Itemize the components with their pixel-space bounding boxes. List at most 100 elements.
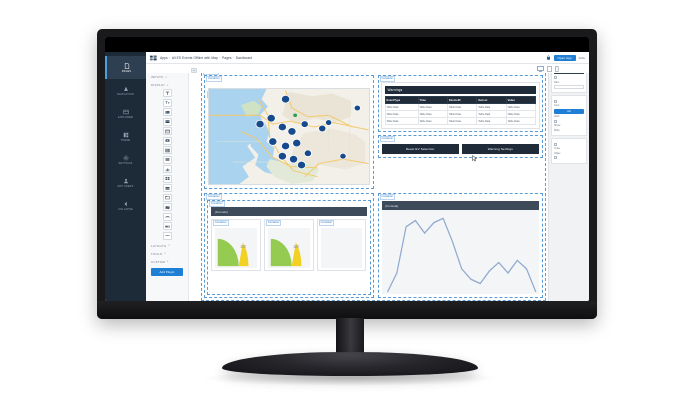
properties-panel[interactable]: Nam Cont Act Visib Show Mobi Lin	[548, 64, 589, 301]
table-row[interactable]: Table Data Table Data Table Data Table D…	[384, 117, 537, 125]
gauges-outer-container[interactable]: Container Container [Formula] Container	[204, 193, 374, 298]
warnings-widget[interactable]: Warnings EventType Time DeviceID	[380, 82, 540, 129]
panel-collapse-toggle[interactable]: «	[191, 68, 197, 73]
column-sensor[interactable]: Sensor	[476, 96, 507, 104]
tabs-icon[interactable]	[162, 193, 172, 202]
design-canvas[interactable]: Container Container Interactive Map	[199, 66, 548, 301]
gauges-formula-bar[interactable]: [Formula]	[211, 207, 367, 216]
palette-section-tools[interactable]: TOOLS ▾	[151, 252, 185, 256]
user-icon	[123, 178, 129, 184]
checkbox-icon[interactable]	[554, 142, 557, 146]
container-label: Container	[379, 135, 396, 142]
chevron-down-icon: ▾	[165, 75, 168, 79]
palette-section-layouts[interactable]: LAYOUTS ▾	[151, 244, 185, 248]
divider-icon[interactable]	[162, 231, 172, 240]
desktop-icon[interactable]	[537, 65, 545, 72]
chart-icon[interactable]	[162, 165, 172, 173]
properties-card-link[interactable]: Linke Objec	[551, 138, 587, 164]
container-label: Container	[206, 75, 222, 82]
properties-row-checkbox[interactable]	[554, 99, 584, 103]
table-row[interactable]: Table Data Table Data Table Data Table D…	[384, 110, 537, 118]
gauge-icon[interactable]	[162, 212, 172, 221]
tablet-icon[interactable]	[547, 65, 553, 72]
column-deviceid[interactable]: DeviceID	[446, 96, 478, 104]
add-plugin-button[interactable]: Add Plugin	[151, 267, 183, 276]
properties-row-checkbox[interactable]	[554, 119, 584, 123]
warnings-table[interactable]: EventType Time DeviceID Sensor Value	[384, 96, 537, 125]
card-icon[interactable]	[162, 117, 172, 126]
cell: Table Data	[505, 110, 537, 118]
grid-icon[interactable]	[162, 174, 172, 183]
container-icon[interactable]	[162, 127, 172, 135]
gauges-inner-container[interactable]: Container [Formula] Container	[207, 200, 371, 295]
palette-section-display[interactable]: DISPLAY ▾	[151, 83, 185, 87]
column-time[interactable]: Time	[417, 96, 448, 104]
interactive-map[interactable]	[208, 88, 370, 185]
monitor-screen: PAGES NAVIGATION EXPLORER	[105, 37, 589, 301]
sidebar-item-collapse[interactable]: COLLAPSE	[105, 194, 146, 217]
palette-section-custom[interactable]: CUSTOM ▾	[151, 260, 185, 264]
checkbox-icon[interactable]	[554, 156, 557, 159]
line-chart-container[interactable]: Container [Formula]	[377, 193, 543, 298]
gauge-container-3[interactable]: Container	[316, 219, 367, 271]
breadcrumb[interactable]: Apps › All ES Events Offline with Map › Page…	[160, 56, 252, 60]
breadcrumb-apps[interactable]: Apps	[160, 55, 168, 60]
line-chart-formula-bar[interactable]: [Formula]	[381, 201, 539, 210]
properties-row-checkbox[interactable]	[554, 142, 584, 146]
cell: Table Data	[476, 110, 507, 118]
breadcrumb-pages[interactable]: Pages	[222, 55, 232, 60]
table-row[interactable]: Table Data Table Data Table Data Table D…	[384, 103, 537, 111]
breadcrumb-app-name[interactable]: All ES Events Offline with Map	[171, 55, 218, 60]
root-container[interactable]: Container Container Interactive Map	[201, 68, 546, 301]
sidebar-item-explorer[interactable]: EXPLORER	[105, 102, 146, 125]
warning-settings-button[interactable]: Warning Settings	[461, 144, 539, 154]
properties-card-container[interactable]: Cont Act Visib Show Mobi	[551, 95, 587, 136]
list-icon[interactable]	[162, 155, 172, 164]
collapse-icon	[123, 201, 129, 207]
mobile-icon[interactable]	[555, 65, 559, 72]
image-icon[interactable]	[162, 108, 172, 116]
sidebar-item-theme[interactable]: THEME	[105, 125, 146, 148]
sidebar-item-pages[interactable]: PAGES	[105, 56, 146, 79]
checkbox-icon[interactable]	[554, 99, 557, 103]
lock-icon[interactable]	[546, 55, 551, 60]
sidebar-item-navigation[interactable]: NAVIGATION	[105, 79, 146, 102]
checkbox-icon[interactable]	[554, 76, 557, 79]
line-chart-plot	[381, 210, 539, 294]
map-container[interactable]: Container Interactive Map	[204, 75, 374, 189]
warnings-container[interactable]: Container Warnings EventType Time	[377, 75, 543, 132]
device-preview-bar	[146, 64, 589, 73]
chevron-down-icon: ▾	[167, 260, 169, 263]
palette-section-inputs[interactable]: INPUTS ▾	[151, 75, 185, 79]
chevron-down-icon: ▾	[167, 83, 169, 87]
reset-ev-selection-button[interactable]: Reset EV Selection	[381, 144, 459, 154]
properties-row-checkbox[interactable]	[554, 156, 584, 159]
properties-show-label: Show	[554, 124, 561, 127]
action-button[interactable]: Act	[554, 108, 584, 114]
warnings-title: Warnings	[384, 86, 536, 94]
text-input-icon[interactable]	[162, 89, 172, 97]
progress-icon[interactable]	[162, 222, 172, 230]
video-icon[interactable]	[162, 136, 172, 145]
left-nav-sidebar[interactable]: PAGES NAVIGATION EXPLORER	[105, 52, 146, 301]
buttons-container[interactable]: Container Reset EV Selection Warning Set…	[377, 135, 543, 162]
name-input[interactable]	[554, 85, 584, 89]
panel-icon[interactable]	[162, 184, 172, 192]
column-value[interactable]: Value	[505, 96, 537, 104]
sidebar-item-settings[interactable]: SETTINGS	[105, 148, 146, 171]
open-app-button[interactable]: Open App	[553, 54, 576, 61]
column-eventtype[interactable]: EventType	[384, 96, 419, 104]
checkbox-icon[interactable]	[554, 119, 557, 123]
include-label[interactable]: Inclu	[578, 55, 585, 60]
map-icon[interactable]	[162, 203, 172, 211]
gauge-container-2[interactable]: Container 100	[263, 219, 314, 271]
breadcrumb-dashboard[interactable]: Dashboard	[235, 55, 253, 60]
gauge-container-1[interactable]: Container 100	[211, 219, 261, 271]
sidebar-item-app-users[interactable]: APP USERS	[105, 171, 146, 194]
text-area-icon[interactable]	[162, 98, 172, 107]
table-icon[interactable]	[162, 146, 172, 154]
palette-icon-grid[interactable]	[149, 89, 185, 240]
properties-row-checkbox[interactable]	[554, 76, 584, 79]
cell: Table Data	[417, 103, 448, 111]
widget-palette-panel[interactable]: INPUTS ▾ DISPLAY ▾	[146, 64, 189, 301]
